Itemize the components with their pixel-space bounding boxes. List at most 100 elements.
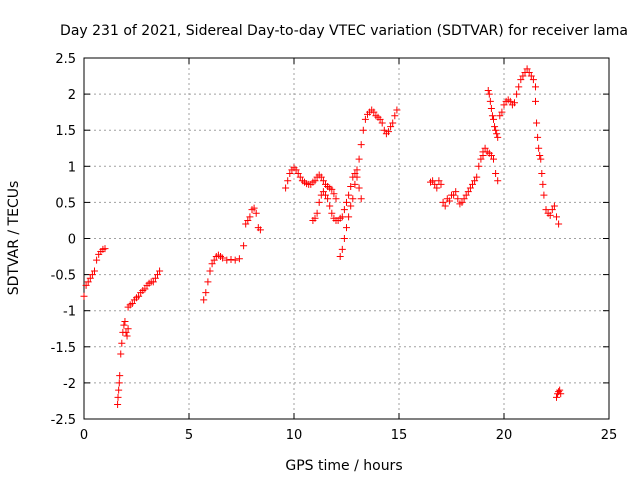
data-point	[116, 372, 124, 380]
data-point	[546, 211, 554, 219]
data-point	[328, 209, 336, 217]
data-point	[496, 112, 504, 120]
data-point	[539, 180, 547, 188]
data-point	[347, 202, 355, 210]
data-point	[376, 115, 384, 123]
data-point	[454, 195, 462, 203]
data-point	[517, 76, 525, 84]
data-point	[357, 141, 365, 149]
series-seg6	[309, 170, 365, 224]
data-point	[311, 177, 319, 185]
data-point	[114, 401, 122, 409]
series-seg5	[282, 164, 340, 203]
data-point	[542, 206, 550, 214]
data-point	[156, 267, 164, 275]
data-point	[500, 101, 508, 109]
data-point	[498, 108, 506, 116]
y-axis-label: SDTVAR / TECUs	[6, 181, 22, 296]
data-point	[235, 255, 243, 263]
data-point	[473, 173, 481, 181]
data-point	[491, 123, 499, 131]
y-tick-label: 1	[68, 160, 76, 175]
data-point	[511, 99, 518, 107]
data-point	[227, 255, 235, 263]
data-point	[82, 281, 90, 289]
data-point	[324, 195, 332, 203]
data-point	[332, 195, 340, 203]
data-point	[120, 321, 128, 329]
data-point	[296, 173, 304, 181]
data-point	[252, 209, 260, 217]
data-point	[357, 195, 365, 203]
data-point	[244, 216, 252, 224]
data-point	[462, 191, 470, 199]
data-point	[338, 245, 346, 253]
data-point	[355, 184, 363, 192]
series-seg2	[114, 318, 132, 409]
data-point	[540, 191, 548, 199]
data-point	[534, 133, 542, 141]
data-point	[88, 271, 96, 279]
data-point	[336, 253, 344, 261]
data-point	[338, 213, 346, 221]
data-point	[385, 128, 392, 136]
y-tick-label: -1	[63, 305, 76, 320]
data-point	[340, 235, 348, 242]
data-point	[141, 285, 149, 293]
x-tick-label: 25	[601, 428, 618, 443]
y-tick-label: -0.5	[51, 269, 76, 284]
data-point	[464, 188, 472, 196]
data-point	[532, 97, 539, 105]
data-point	[91, 267, 98, 275]
data-point	[151, 274, 159, 282]
y-tick-label: 0.5	[55, 196, 76, 211]
data-point	[548, 206, 556, 214]
data-point	[124, 325, 132, 333]
data-point	[353, 173, 361, 181]
data-point	[460, 195, 468, 203]
data-point	[328, 185, 336, 193]
x-tick-label: 20	[496, 428, 513, 443]
data-point	[466, 184, 474, 192]
data-point	[515, 83, 523, 91]
data-point	[86, 274, 94, 282]
y-tick-label: 0	[68, 233, 76, 248]
data-point	[319, 188, 327, 196]
data-point	[525, 68, 533, 76]
data-point	[292, 166, 300, 174]
data-point	[529, 76, 537, 84]
data-point	[492, 126, 500, 134]
y-tick-label: -2.5	[51, 413, 76, 428]
data-point	[557, 390, 565, 398]
data-point	[311, 214, 319, 222]
data-point	[355, 155, 363, 163]
data-point	[475, 162, 483, 170]
data-point	[532, 83, 539, 91]
data-point	[256, 226, 264, 234]
data-point	[487, 105, 495, 113]
series-seg4	[200, 204, 264, 304]
data-point	[533, 119, 541, 127]
data-point	[359, 126, 367, 134]
data-point	[527, 72, 535, 80]
data-point	[114, 393, 122, 401]
data-point	[439, 198, 447, 206]
data-point	[437, 180, 445, 188]
data-point	[123, 332, 131, 340]
data-point	[490, 155, 497, 163]
series-seg8	[427, 151, 487, 210]
tick-labels: 0 5 10 15 20 25 -2.5 -2 -1.5 -1 -0.5 0 0.5 1 1.5 2 2.5	[51, 52, 618, 443]
data-point	[387, 123, 395, 131]
data-point	[122, 328, 130, 336]
data-point	[242, 220, 250, 228]
data-point	[494, 177, 502, 185]
data-point	[284, 177, 292, 185]
data-point	[492, 170, 500, 178]
data-point	[393, 106, 401, 114]
data-point	[115, 386, 123, 394]
data-point	[330, 190, 338, 198]
data-point	[389, 119, 397, 127]
data-point	[200, 296, 208, 304]
data-point	[471, 177, 479, 185]
data-point	[555, 220, 563, 228]
